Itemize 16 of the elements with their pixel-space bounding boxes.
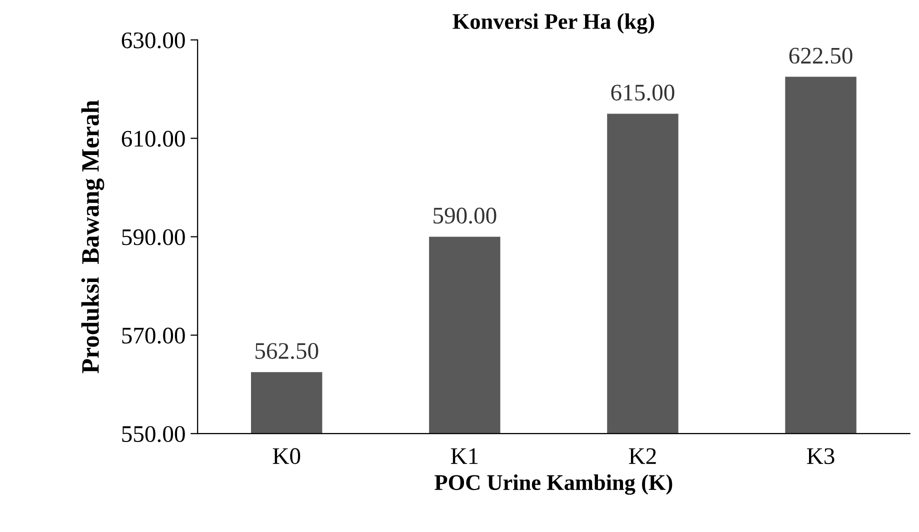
data-label: 622.50 — [789, 48, 852, 64]
x-axis-title: POC Urine Kambing (K) — [434, 474, 672, 495]
y-tick-label: 610.00 — [122, 130, 185, 147]
y-tick-label: 590.00 — [122, 229, 185, 246]
x-tick-label: K2 — [628, 448, 656, 464]
y-tick-label: 570.00 — [122, 328, 185, 344]
y-tick-label: 630.00 — [122, 32, 185, 48]
y-axis-title: Produksi Bawang Merah — [81, 100, 104, 374]
x-tick-label: K3 — [807, 448, 834, 464]
data-label: 615.00 — [611, 84, 674, 101]
x-tick-label: K1 — [450, 448, 478, 464]
x-tick-label: K0 — [272, 448, 300, 464]
data-label: 562.50 — [256, 343, 318, 360]
chart-title: Konversi Per Ha (kg) — [452, 13, 654, 34]
y-tick-label: 550.00 — [122, 426, 185, 442]
data-label: 590.00 — [434, 208, 496, 224]
